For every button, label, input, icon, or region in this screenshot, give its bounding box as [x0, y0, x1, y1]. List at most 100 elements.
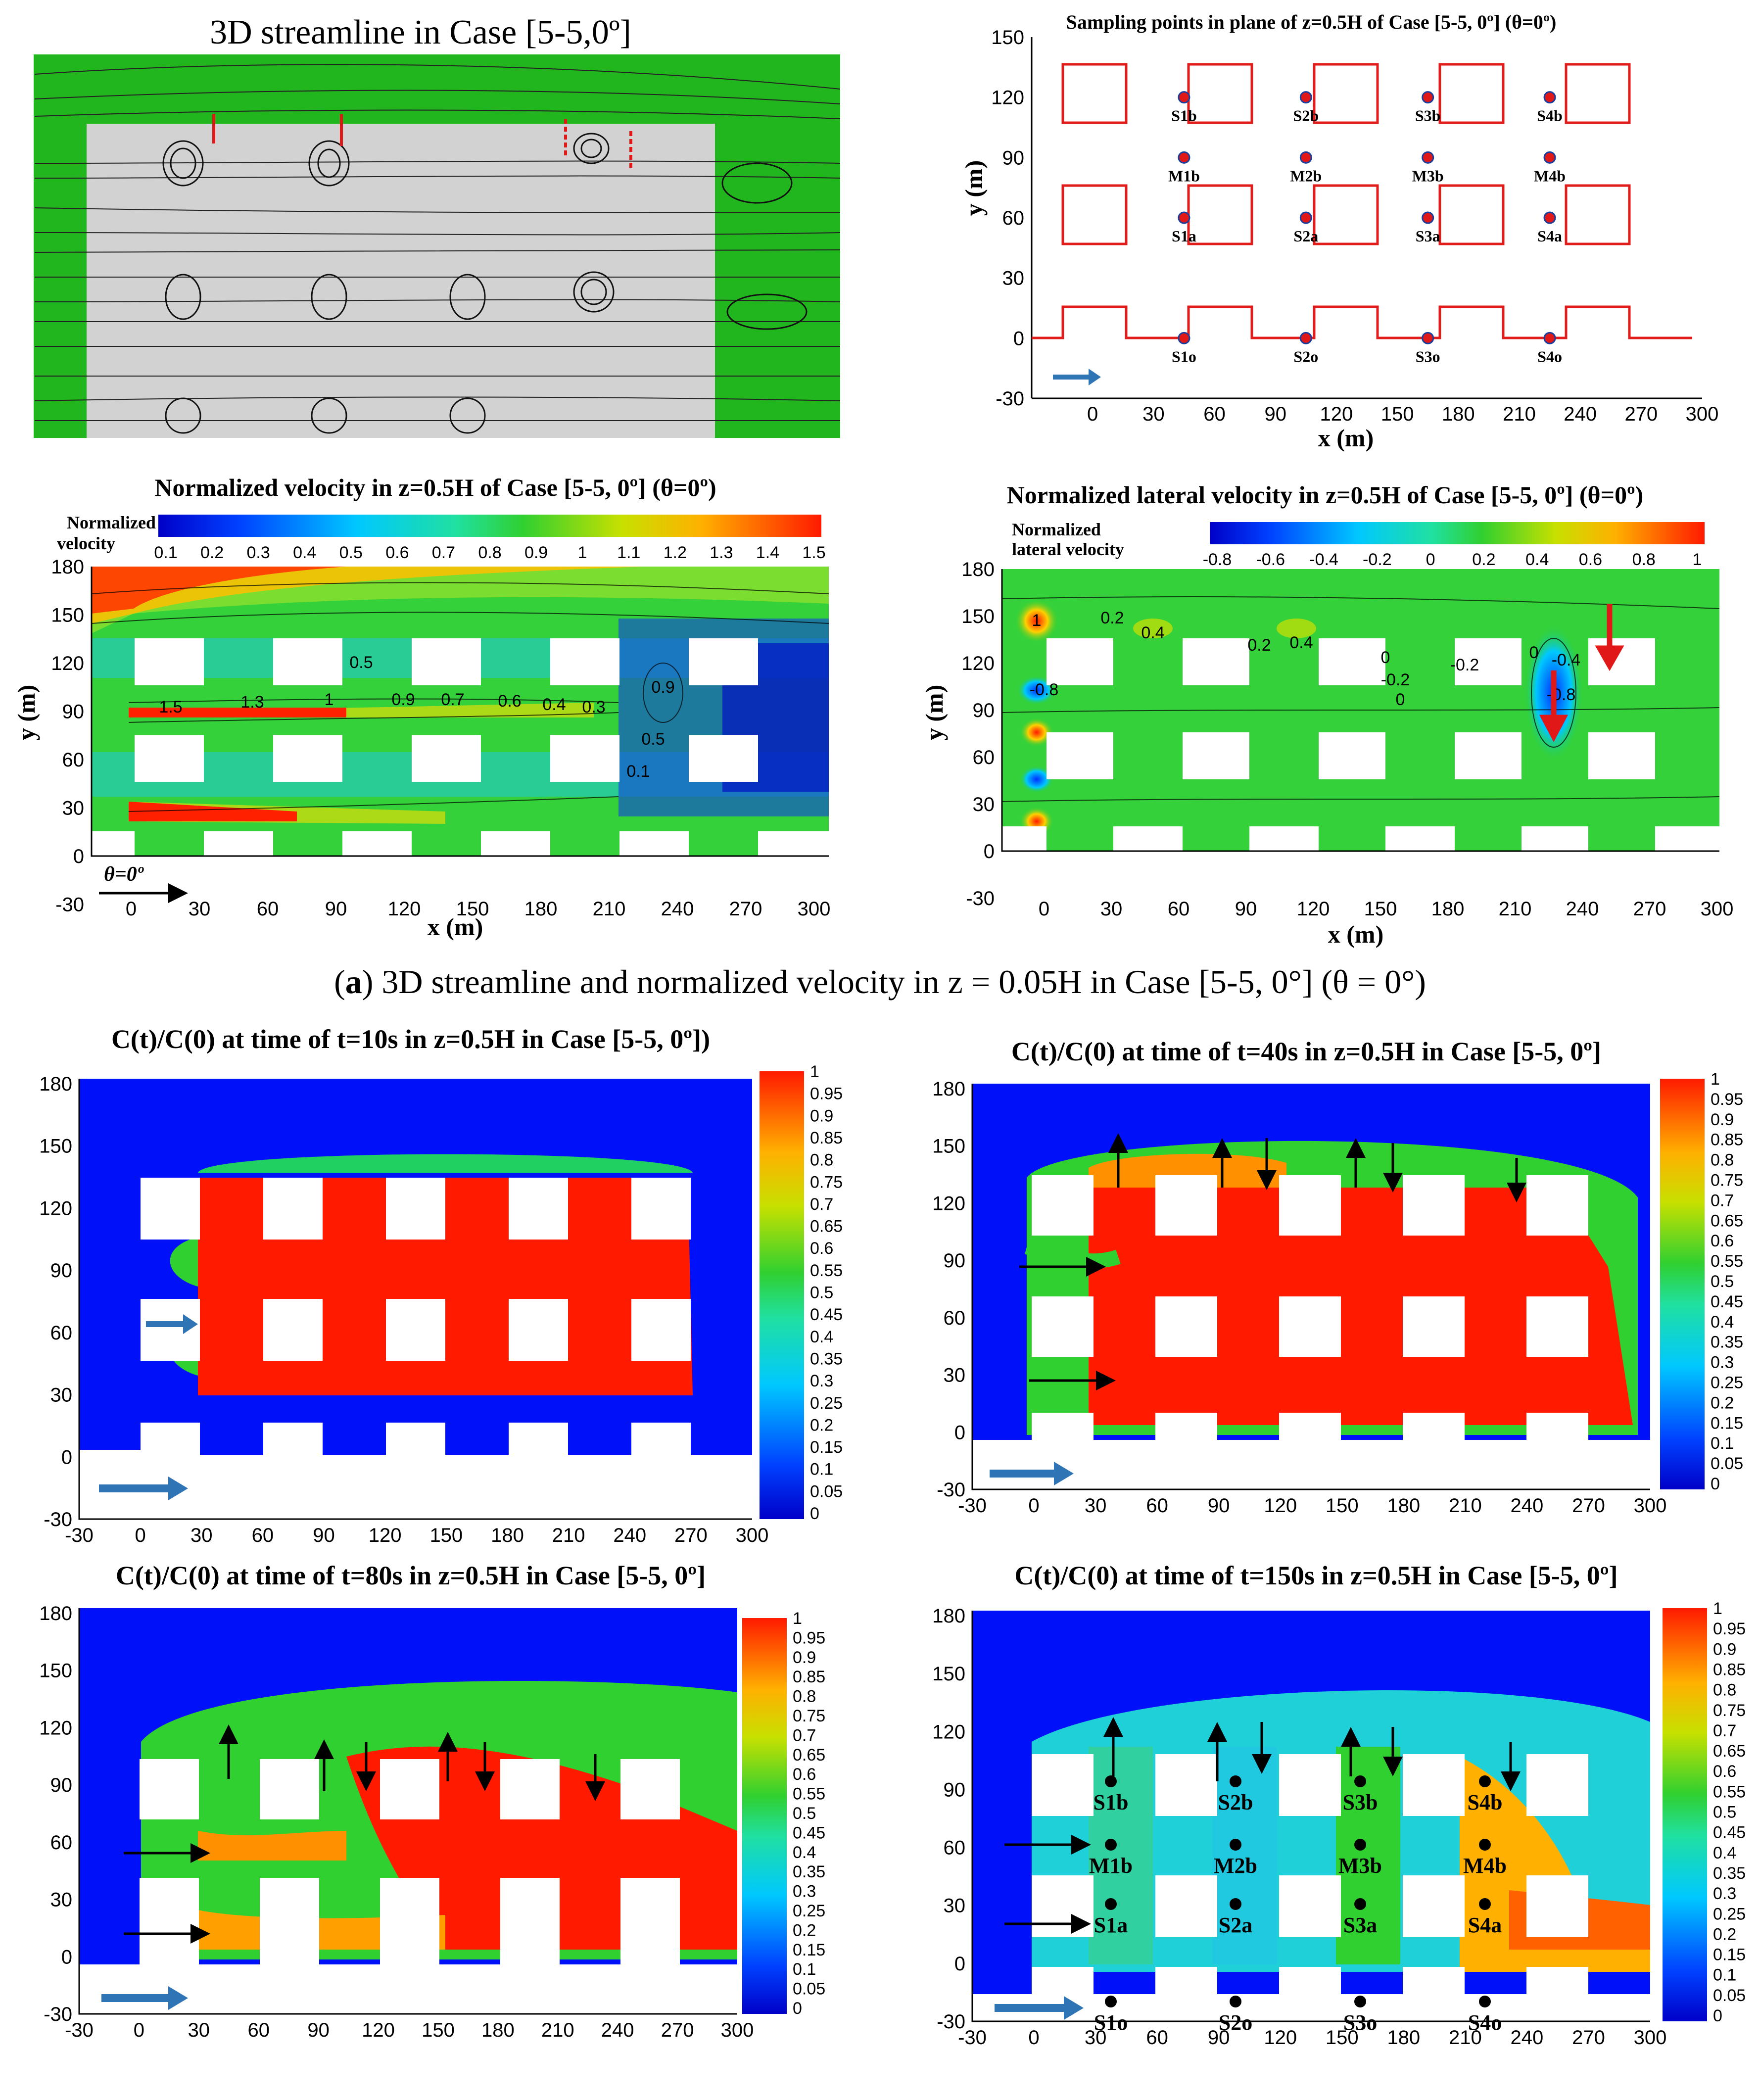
colorbar-tick: 0.8 — [793, 1687, 816, 1706]
sampling-point-label: S4b — [1537, 107, 1563, 125]
sampling-point — [1178, 91, 1190, 104]
y-tick: 30 — [50, 1384, 73, 1406]
colorbar-tick: 0.7 — [793, 1726, 816, 1745]
velocity-y-tick: 60 — [62, 749, 85, 771]
sampling-y-tick: 30 — [1002, 268, 1025, 289]
x-tick: -30 — [65, 1525, 94, 1546]
colorbar-tick: 0.35 — [810, 1349, 843, 1368]
velocity-contour-label: 0.9 — [391, 690, 415, 709]
sampling-point-label: S2o — [1293, 347, 1318, 365]
sampling-point — [1543, 151, 1556, 164]
colorbar-tick: 0.2 — [793, 1921, 816, 1940]
colorbar-tick: 0.9 — [1711, 1110, 1734, 1129]
velocity-xlabel: x (m) — [428, 913, 483, 941]
colorbar-tick: 0.75 — [1713, 1701, 1746, 1720]
velocity-contour-labels: 1.5 1.3 1 0.9 0.7 0.6 0.4 0.3 0.5 0.9 0.5 0.1 — [159, 653, 674, 781]
sampling-x-tick: 60 — [1203, 403, 1226, 425]
t150-point — [1479, 1839, 1491, 1851]
lateral-xlabel: x (m) — [1328, 920, 1383, 948]
y-tick: 150 — [932, 1136, 965, 1157]
x-tick: 210 — [1449, 2027, 1482, 2049]
t150-point — [1230, 1898, 1241, 1910]
y-tick: 90 — [50, 1260, 73, 1282]
t40-arrows — [1019, 1133, 1526, 1390]
sampling-xlabel: x (m) — [1318, 424, 1374, 452]
lateral-contour-label: 0.4 — [1141, 623, 1164, 642]
lateral-colorbar-tick: -0.4 — [1309, 550, 1338, 569]
colorbar-tick: 0.75 — [810, 1173, 843, 1192]
lateral-x-tick: 0 — [1039, 898, 1049, 920]
t150-point — [1354, 1996, 1366, 2007]
sampling-point-label: S3b — [1415, 107, 1441, 125]
colorbar-tick: 0.1 — [810, 1460, 833, 1479]
lateral-colorbar-tick: 0.2 — [1472, 550, 1495, 569]
velocity-contour-label: 0.5 — [641, 730, 665, 749]
t80-arrows — [124, 1724, 605, 1944]
colorbar-tick: 0.2 — [810, 1416, 833, 1434]
lateral-x-tick: 270 — [1633, 898, 1666, 920]
sampling-x-tick: 240 — [1564, 403, 1597, 425]
colorbar-tick: 0.2 — [1711, 1393, 1734, 1412]
x-tick: 300 — [1634, 1495, 1667, 1517]
sampling-x-tick: 150 — [1381, 403, 1414, 425]
velocity-panel: Normalized velocity in z=0.5H of Case [5… — [12, 474, 830, 941]
colorbar-tick: 1 — [810, 1062, 819, 1081]
colorbar-tick: 0.95 — [1713, 1620, 1746, 1638]
lateral-contour-label: -0.2 — [1381, 670, 1410, 689]
concentration-t10: C(t)/C(0) at time of t=10s in z=0.5H in … — [39, 1024, 843, 1546]
colorbar-tick: 0 — [1713, 2006, 1722, 2025]
sampling-point-label: M2b — [1290, 167, 1322, 185]
colorbar-tick: 0.6 — [1711, 1232, 1734, 1250]
velocity-x-tick: 180 — [524, 898, 558, 920]
lateral-contour-label: 0.2 — [1100, 609, 1124, 627]
y-tick: -30 — [44, 2004, 72, 2025]
colorbar-tick: 0.25 — [810, 1394, 843, 1413]
velocity-y-tick: -30 — [55, 894, 84, 916]
y-tick: 0 — [954, 1953, 965, 1975]
lateral-legend-title-1: Normalized — [1012, 520, 1101, 539]
sampling-y-tick: 120 — [991, 87, 1024, 109]
x-tick: 60 — [1146, 2027, 1168, 2049]
sampling-point — [1178, 211, 1190, 224]
colorbar-tick: 0.5 — [1713, 1803, 1736, 1822]
t150-point — [1105, 1898, 1117, 1910]
velocity-x-tick: 150 — [456, 898, 489, 920]
t80-colorbar — [742, 1618, 787, 2014]
sampling-point — [1543, 91, 1556, 104]
y-tick: 0 — [61, 1446, 72, 1468]
velocity-contour-label: 0.4 — [542, 695, 566, 714]
streamlines — [34, 64, 841, 422]
x-tick: -30 — [958, 1495, 987, 1517]
colorbar-tick: 0 — [793, 1999, 802, 2018]
colorbar-tick: 0.3 — [810, 1372, 833, 1390]
velocity-contour-label: 1 — [325, 690, 334, 709]
colorbar-tick: 0.05 — [1711, 1454, 1743, 1473]
velocity-colorbar-tick: 0.9 — [524, 543, 548, 562]
x-tick: 210 — [1449, 1495, 1482, 1517]
lateral-contour-label: 0 — [1381, 648, 1390, 667]
lateral-y-tick: 180 — [961, 559, 995, 580]
lateral-buildings — [1002, 638, 1719, 851]
velocity-contour-label: 0.9 — [651, 678, 674, 697]
lateral-colorbar-tick: 1 — [1693, 550, 1702, 569]
lateral-x-tick: 210 — [1499, 898, 1532, 920]
lateral-colorbar-tick: -0.2 — [1363, 550, 1392, 569]
t40-title: C(t)/C(0) at time of t=40s in z=0.5H in … — [1011, 1037, 1601, 1066]
x-tick: 210 — [552, 1525, 585, 1546]
x-tick: 90 — [1208, 1495, 1230, 1517]
x-tick: 150 — [1326, 2027, 1359, 2049]
velocity-colorbar-tick: 0.3 — [247, 543, 270, 562]
velocity-y-tick: 120 — [51, 653, 84, 674]
velocity-colorbar-tick: 1.4 — [756, 543, 779, 562]
colorbar-tick: 0.65 — [810, 1217, 843, 1236]
x-tick: 0 — [1028, 1495, 1039, 1517]
colorbar-tick: 0.7 — [1713, 1721, 1736, 1740]
velocity-y-tick: 150 — [51, 605, 84, 626]
colorbar-tick: 0.9 — [1713, 1640, 1736, 1659]
lateral-x-tick: 300 — [1701, 898, 1734, 920]
sampling-point-label: S4a — [1537, 227, 1562, 245]
y-tick: 30 — [50, 1889, 73, 1911]
